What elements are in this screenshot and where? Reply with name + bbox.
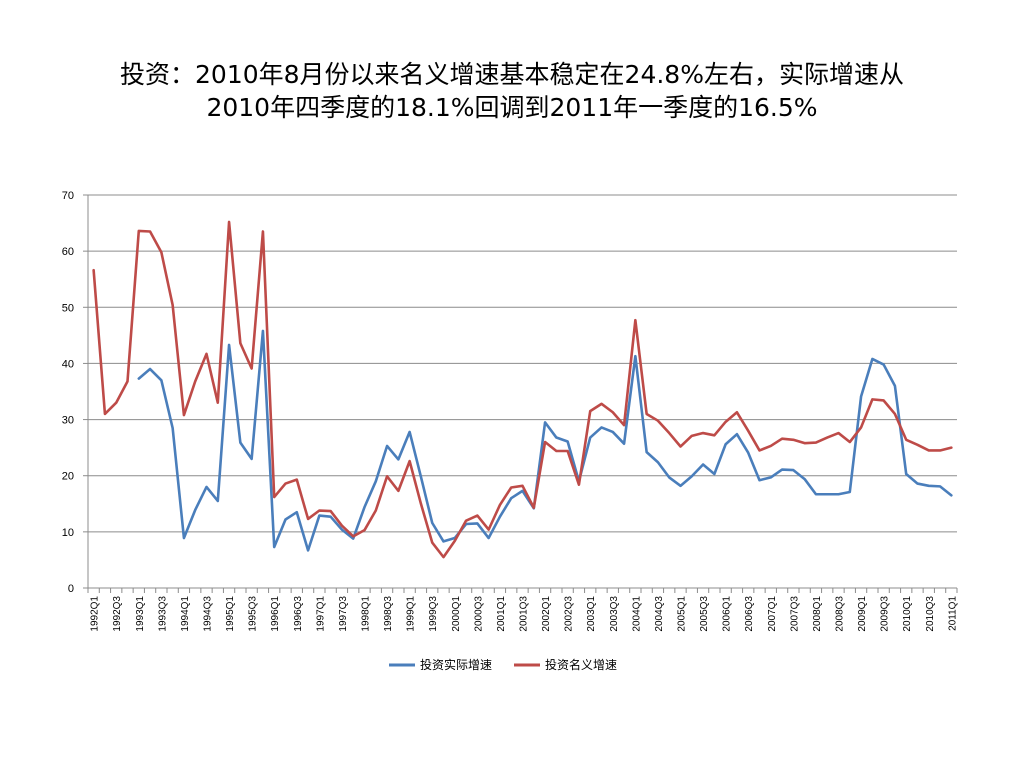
x-tick-label: 2005Q3 <box>699 596 710 632</box>
x-tick-label: 1999Q3 <box>428 596 439 632</box>
x-tick-label: 1995Q3 <box>248 596 259 632</box>
x-tick-label: 1996Q3 <box>293 596 304 632</box>
x-tick-label: 2006Q3 <box>744 596 755 632</box>
x-tick-label: 2001Q3 <box>519 596 530 632</box>
x-tick-label: 2011Q1 <box>947 596 958 631</box>
x-tick-label: 2004Q3 <box>654 596 665 632</box>
y-tick-label: 40 <box>62 358 74 370</box>
y-tick-label: 50 <box>62 302 74 314</box>
series-line-2 <box>92 220 953 559</box>
x-tick-label: 2000Q1 <box>451 596 462 632</box>
y-tick-label: 70 <box>62 190 74 202</box>
x-tick-label: 2006Q1 <box>722 596 733 632</box>
x-tick-label: 2010Q1 <box>902 596 913 632</box>
y-tick-label: 20 <box>62 471 74 483</box>
x-tick-label: 2004Q1 <box>631 596 642 632</box>
x-tick-label: 2000Q3 <box>473 596 484 632</box>
x-tick-label: 2005Q1 <box>677 596 688 632</box>
chart-title-line-1: 投资：2010年8月份以来名义增速基本稳定在24.8%左右，实际增速从 <box>120 60 904 89</box>
x-tick-label: 1997Q3 <box>338 596 349 632</box>
x-tick-label: 1996Q1 <box>270 596 281 632</box>
y-tick-label: 60 <box>62 246 74 258</box>
legend-label-1: 投资实际增速 <box>420 657 492 672</box>
y-tick-label: 30 <box>62 415 74 427</box>
x-tick-label: 1993Q1 <box>135 596 146 632</box>
x-tick-label: 1994Q1 <box>180 596 191 632</box>
x-tick-label: 2009Q3 <box>880 596 891 632</box>
x-tick-label: 1997Q1 <box>315 596 326 632</box>
x-tick-label: 1998Q1 <box>361 596 372 632</box>
x-tick-label: 1995Q1 <box>225 596 236 632</box>
x-tick-label: 2003Q1 <box>586 596 597 632</box>
x-tick-label: 1992Q1 <box>90 596 101 632</box>
x-tick-label: 1992Q3 <box>112 596 123 632</box>
x-tick-label: 2007Q1 <box>767 596 778 632</box>
x-tick-label: 2008Q3 <box>835 596 846 632</box>
chart-title-line-2: 2010年四季度的18.1%回调到2011年一季度的16.5% <box>206 93 818 122</box>
x-tick-label: 2008Q1 <box>812 596 823 632</box>
y-tick-label: 10 <box>62 527 74 539</box>
x-tick-label: 2003Q3 <box>609 596 620 632</box>
x-tick-label: 1998Q3 <box>383 596 394 632</box>
x-tick-label: 1994Q3 <box>203 596 214 632</box>
x-tick-label: 2009Q1 <box>857 596 868 632</box>
x-tick-label: 1993Q3 <box>157 596 168 632</box>
x-tick-label: 1999Q1 <box>406 596 417 632</box>
x-tick-label: 2007Q3 <box>789 596 800 632</box>
x-tick-label: 2002Q3 <box>564 596 575 632</box>
x-tick-label: 2010Q3 <box>925 596 936 632</box>
legend-label-2: 投资名义增速 <box>545 657 617 672</box>
y-tick-label: 0 <box>68 583 74 595</box>
x-tick-label: 2002Q1 <box>541 596 552 632</box>
series-line-1 <box>137 329 953 552</box>
x-tick-label: 2001Q1 <box>496 596 507 632</box>
chart-title: 投资：2010年8月份以来名义增速基本稳定在24.8%左右，实际增速从 2010… <box>0 58 1024 124</box>
